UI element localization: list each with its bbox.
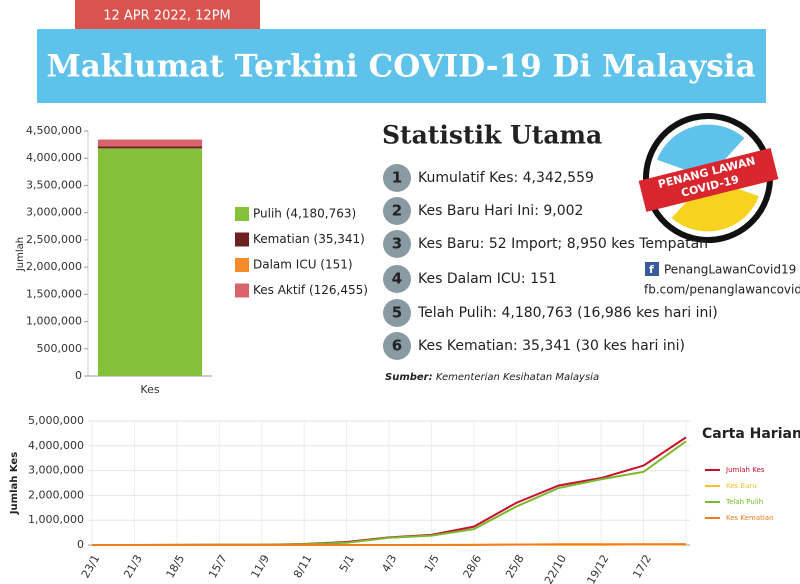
banner [37,29,766,103]
x-tick-label: 15/7 [206,553,230,581]
y-tick-label: 3,000,000 [28,464,84,477]
y-tick-label: 4,000,000 [26,151,82,164]
y-tick-label: 0 [77,538,84,551]
stat-number: 1 [392,169,402,187]
stat-number: 5 [392,304,402,322]
x-tick-label: 19/12 [584,553,611,584]
y-axis-label: Jumlah [15,237,26,272]
legend-label: Kematian (35,341) [253,232,365,246]
bar-segment [97,139,203,147]
x-tick-label: 8/11 [291,553,315,581]
logo-band [638,147,779,212]
stat-text: Telah Pulih: 4,180,763 (16,986 kes hari … [417,305,718,321]
y-tick-label: 500,000 [37,342,83,355]
y-tick-label: 1,000,000 [28,513,84,526]
legend-label: Pulih (4,180,763) [253,207,356,221]
stat-text: Kes Dalam ICU: 151 [418,271,557,287]
y-tick-label: 3,000,000 [26,206,82,219]
legend-label: Jumlah Kes [725,466,765,474]
y-tick-label: 2,000,000 [26,260,82,273]
stat-badge [383,265,411,293]
legend-label: Dalam ICU (151) [253,258,353,272]
facebook-url[interactable]: fb.com/penanglawancovid19 [644,283,800,297]
source: Sumber: Kementerian Kesihatan Malaysia [385,372,599,383]
y-tick-label: 0 [75,369,82,382]
legend-label: Telah Pulih [725,498,763,506]
stat-text: Kes Baru: 52 Import; 8,950 kes Tempatan [418,236,708,252]
legend-swatch [235,283,249,298]
x-tick-label: 4/3 [379,552,399,574]
stat-number: 3 [392,235,402,253]
x-tick-label: 17/2 [630,553,654,581]
date-tab [75,0,260,32]
stat-number: 2 [392,202,402,220]
logo-shape [671,178,759,232]
stat-text: Kes Baru Hari Ini: 9,002 [418,203,583,219]
x-tick-label: 25/8 [503,553,527,581]
source-text: Kementerian Kesihatan Malaysia [436,372,599,383]
title: Maklumat Terkini COVID-19 Di Malaysia [46,49,755,85]
stat-badge [383,230,411,258]
x-tick-label: 11/9 [248,553,272,581]
stat-number: 6 [392,337,402,355]
legend-label: Kes Aktif (126,455) [253,283,368,297]
line-series [92,543,687,546]
stat-text: Kumulatif Kes: 4,342,559 [418,170,594,186]
date: 12 APR 2022, 12PM [103,9,231,24]
x-tick-label: Kes [140,383,159,396]
y-tick-label: 1,000,000 [26,315,82,328]
stat-badge [383,197,411,225]
stat-badge [383,332,411,360]
stat-badge [383,164,411,192]
x-tick-label: 23/1 [79,553,103,581]
source-label: Sumber: [385,372,433,383]
y-tick-label: 4,000,000 [28,439,84,452]
legend-label: Kes Kematian [726,514,774,522]
stat-text: Kes Kematian: 35,341 (30 kes hari ini) [418,338,685,354]
legend-swatch [235,232,249,247]
logo-shape [657,124,745,178]
stat-number: 4 [392,270,402,288]
stats-title: Statistik Utama [382,121,602,150]
legend-label: Kes Baru [726,482,757,490]
y-tick-label: 2,500,000 [26,233,82,246]
facebook-f: f [649,263,654,276]
bar-segment [97,146,203,149]
x-tick-label: 21/3 [121,553,145,581]
facebook-icon [645,262,659,276]
y-tick-label: 5,000,000 [28,414,84,427]
y-axis-label: Jumlah Kes [9,452,20,515]
x-tick-label: 22/10 [542,553,569,584]
x-tick-label: 1/5 [422,552,442,574]
logo: PENANG LAWAN COVID-19 [638,113,779,243]
x-tick-label: 28/6 [461,553,485,581]
bar-segment [97,148,203,376]
x-tick-label: 5/1 [337,553,357,575]
chart-title: Carta Harian [702,426,800,442]
y-tick-label: 1,500,000 [26,287,82,300]
x-tick-label: 18/5 [164,553,188,581]
facebook-page[interactable]: PenangLawanCovid19 [664,263,796,277]
stat-badge [383,299,411,327]
y-tick-label: 2,000,000 [28,488,84,501]
y-tick-label: 3,500,000 [26,178,82,191]
y-tick-label: 4,500,000 [26,124,82,137]
legend-swatch [235,258,249,272]
legend-swatch [235,207,249,221]
